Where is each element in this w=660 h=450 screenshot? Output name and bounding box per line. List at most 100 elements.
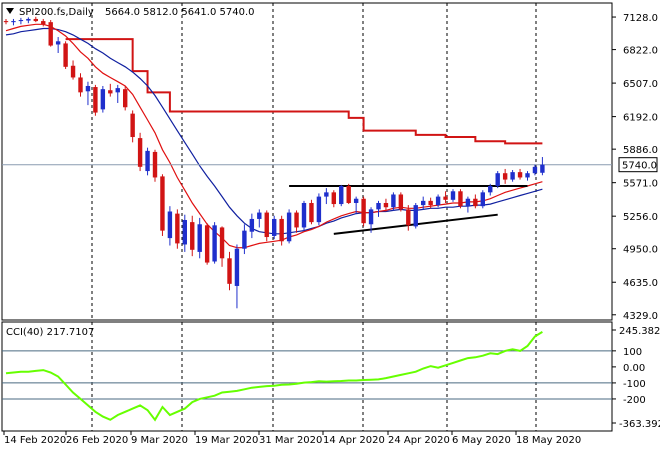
candle-bullish[interactable] (525, 173, 530, 178)
candle-bearish[interactable] (137, 138, 143, 167)
candle-bullish[interactable] (212, 225, 217, 262)
candle-bearish[interactable] (294, 212, 299, 228)
candles[interactable] (3, 16, 545, 309)
current-price-label: 5740.0 (622, 161, 657, 172)
time-axis-label: 26 Feb 2020 (66, 435, 128, 446)
price-grid (91, 3, 537, 320)
candle-bullish[interactable] (55, 41, 61, 45)
price-axis-label: 6822.0 (623, 46, 658, 57)
resistance-step-line (65, 38, 543, 145)
candle-bullish[interactable] (272, 218, 277, 236)
candle-bullish[interactable] (376, 202, 381, 210)
time-axis: 14 Feb 2020 26 Feb 2020 9 Mar 2020 19 Mar 2… (3, 431, 581, 446)
candle-bearish[interactable] (70, 65, 76, 78)
candle-bearish[interactable] (3, 21, 9, 23)
candle-bearish[interactable] (175, 213, 180, 244)
time-axis-label: 19 Mar 2020 (195, 435, 258, 446)
candle-bearish[interactable] (398, 194, 404, 210)
candle-bullish[interactable] (301, 202, 307, 228)
candle-bullish[interactable] (100, 89, 106, 110)
candle-bullish[interactable] (234, 248, 240, 286)
candle-bullish[interactable] (495, 173, 500, 186)
candle-bearish[interactable] (160, 176, 165, 231)
candle-bullish[interactable] (450, 191, 456, 200)
candle-bearish[interactable] (63, 43, 68, 67)
candle-bullish[interactable] (167, 211, 173, 239)
price-panel[interactable] (1, 2, 613, 321)
candle-bearish[interactable] (428, 200, 433, 206)
price-axis-label: 5571.0 (623, 179, 658, 190)
candle-bullish[interactable] (257, 212, 262, 219)
candle-bullish[interactable] (26, 18, 31, 21)
candle-bullish[interactable] (249, 218, 255, 232)
candle-bullish[interactable] (368, 209, 374, 225)
candle-bullish[interactable] (510, 172, 515, 180)
candle-bearish[interactable] (78, 77, 83, 93)
candle-bullish[interactable] (11, 21, 16, 23)
candle-bearish[interactable] (48, 22, 53, 46)
candle-bearish[interactable] (406, 209, 411, 226)
candle-bullish[interactable] (316, 196, 322, 223)
time-axis-label: 31 Mar 2020 (259, 435, 322, 446)
candle-bullish[interactable] (353, 198, 359, 203)
time-axis-label: 14 Apr 2020 (323, 435, 385, 446)
candle-bearish[interactable] (309, 202, 314, 223)
candle-bearish[interactable] (473, 198, 478, 207)
candle-bearish[interactable] (443, 196, 448, 200)
cci-grid (91, 322, 537, 431)
candle-bearish[interactable] (108, 90, 113, 94)
time-axis-label: 24 Apr 2020 (388, 435, 450, 446)
candle-bearish[interactable] (361, 198, 366, 224)
cci-title: CCI(40) 217.7107 (6, 327, 94, 338)
candle-bullish[interactable] (532, 166, 538, 174)
candle-bearish[interactable] (33, 18, 38, 22)
candle-bearish[interactable] (152, 151, 158, 178)
candle-bearish[interactable] (346, 185, 351, 203)
candle-bearish[interactable] (130, 113, 135, 138)
price-axis: 7128.0 6822.0 6507.0 6192.0 5886.0 5571.0 5256… (612, 13, 658, 322)
candle-bullish[interactable] (182, 220, 187, 245)
candle-bearish[interactable] (227, 258, 232, 284)
time-axis-label: 14 Feb 2020 (4, 435, 66, 446)
cci-axis: 245.3823 100 0.00 -100 -200 -363.392 (612, 326, 660, 430)
price-panel-frame (1, 2, 613, 321)
candle-bullish[interactable] (197, 224, 202, 252)
candle-bullish[interactable] (18, 20, 24, 22)
candle-bearish[interactable] (190, 222, 195, 250)
triangle-down-icon[interactable] (6, 8, 14, 14)
symbol-label: SPI200.fs,Daily (19, 7, 94, 18)
candle-bullish[interactable] (85, 85, 91, 92)
candle-bearish[interactable] (93, 87, 98, 113)
candle-bearish[interactable] (502, 173, 508, 180)
candle-bearish[interactable] (458, 191, 463, 207)
price-axis-label: 4329.0 (623, 311, 658, 322)
candle-bearish[interactable] (383, 202, 389, 208)
candle-bullish[interactable] (413, 205, 418, 227)
candle-bearish[interactable] (517, 172, 523, 178)
candle-bearish[interactable] (331, 192, 336, 205)
cci-axis-label: -363.392 (619, 419, 660, 430)
candle-bullish[interactable] (540, 164, 545, 173)
candle-bullish[interactable] (435, 196, 441, 206)
candle-bullish[interactable] (286, 212, 292, 242)
cci-panel[interactable]: CCI(40) 217.7107 (1, 321, 613, 432)
time-axis-label: 9 Mar 2020 (131, 435, 188, 446)
candle-bullish[interactable] (480, 192, 485, 207)
candle-bullish[interactable] (421, 200, 426, 206)
candle-bullish[interactable] (391, 194, 396, 208)
candle-bullish[interactable] (339, 185, 344, 205)
candle-bearish[interactable] (41, 21, 46, 25)
candle-bearish[interactable] (279, 218, 284, 242)
candle-bullish[interactable] (242, 230, 247, 249)
candle-bearish[interactable] (204, 225, 210, 263)
candle-bullish[interactable] (488, 185, 493, 193)
candle-bullish[interactable] (115, 88, 120, 93)
candle-bearish[interactable] (219, 227, 225, 259)
candle-bullish[interactable] (465, 198, 471, 207)
candle-bearish[interactable] (264, 212, 269, 238)
cci-panel-frame (1, 321, 613, 432)
candle-bullish[interactable] (324, 192, 329, 197)
candle-bullish[interactable] (145, 150, 150, 172)
candle-bearish[interactable] (123, 89, 128, 108)
